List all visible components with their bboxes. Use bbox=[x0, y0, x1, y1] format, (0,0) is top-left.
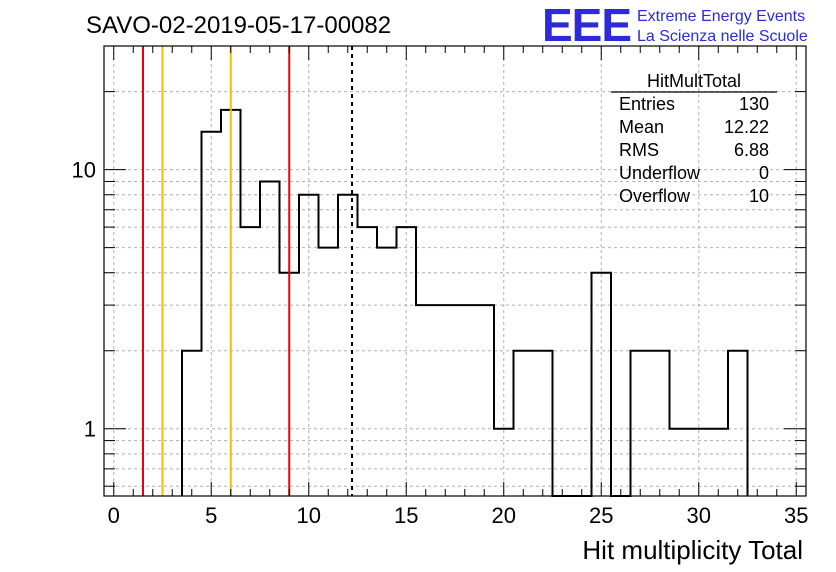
stats-name: HitMultTotal bbox=[647, 71, 741, 91]
stats-value: 0 bbox=[759, 163, 769, 183]
x-tick-label: 5 bbox=[205, 503, 217, 528]
x-tick-label: 0 bbox=[108, 503, 120, 528]
x-tick-label: 20 bbox=[492, 503, 516, 528]
stats-label: Underflow bbox=[619, 163, 701, 183]
y-tick-label: 1 bbox=[84, 417, 96, 442]
y-tick-label: 10 bbox=[72, 158, 96, 183]
x-axis-label: Hit multiplicity Total bbox=[582, 535, 803, 565]
x-tick-label: 35 bbox=[784, 503, 808, 528]
x-tick-label: 10 bbox=[297, 503, 321, 528]
x-tick-label: 30 bbox=[687, 503, 711, 528]
stats-value: 6.88 bbox=[734, 140, 769, 160]
eee-logo-line2: La Scienza nelle Scuole bbox=[637, 28, 808, 45]
stats-label: Mean bbox=[619, 117, 664, 137]
stats-label: Entries bbox=[619, 94, 675, 114]
chart-title: SAVO-02-2019-05-17-00082 bbox=[86, 12, 391, 39]
x-tick-label: 25 bbox=[589, 503, 613, 528]
stats-box: HitMultTotal Entries 130 Mean 12.22 RMS 6.88 U… bbox=[611, 71, 777, 206]
stats-value: 12.22 bbox=[724, 117, 769, 137]
marker-lines bbox=[142, 46, 354, 496]
plot-frame bbox=[103, 45, 807, 497]
histogram-series bbox=[181, 108, 749, 497]
x-tick-label: 15 bbox=[394, 503, 418, 528]
stats-label: RMS bbox=[619, 140, 659, 160]
stats-value: 130 bbox=[739, 94, 769, 114]
eee-logo-mark: EEE bbox=[542, 0, 631, 51]
stats-value: 10 bbox=[749, 186, 769, 206]
axes-ticks: 0 5 10 15 20 25 30 35 1 10 bbox=[72, 46, 808, 528]
eee-logo-line1: Extreme Energy Events bbox=[637, 8, 805, 25]
stats-label: Overflow bbox=[619, 186, 691, 206]
histogram-outline bbox=[181, 108, 749, 497]
